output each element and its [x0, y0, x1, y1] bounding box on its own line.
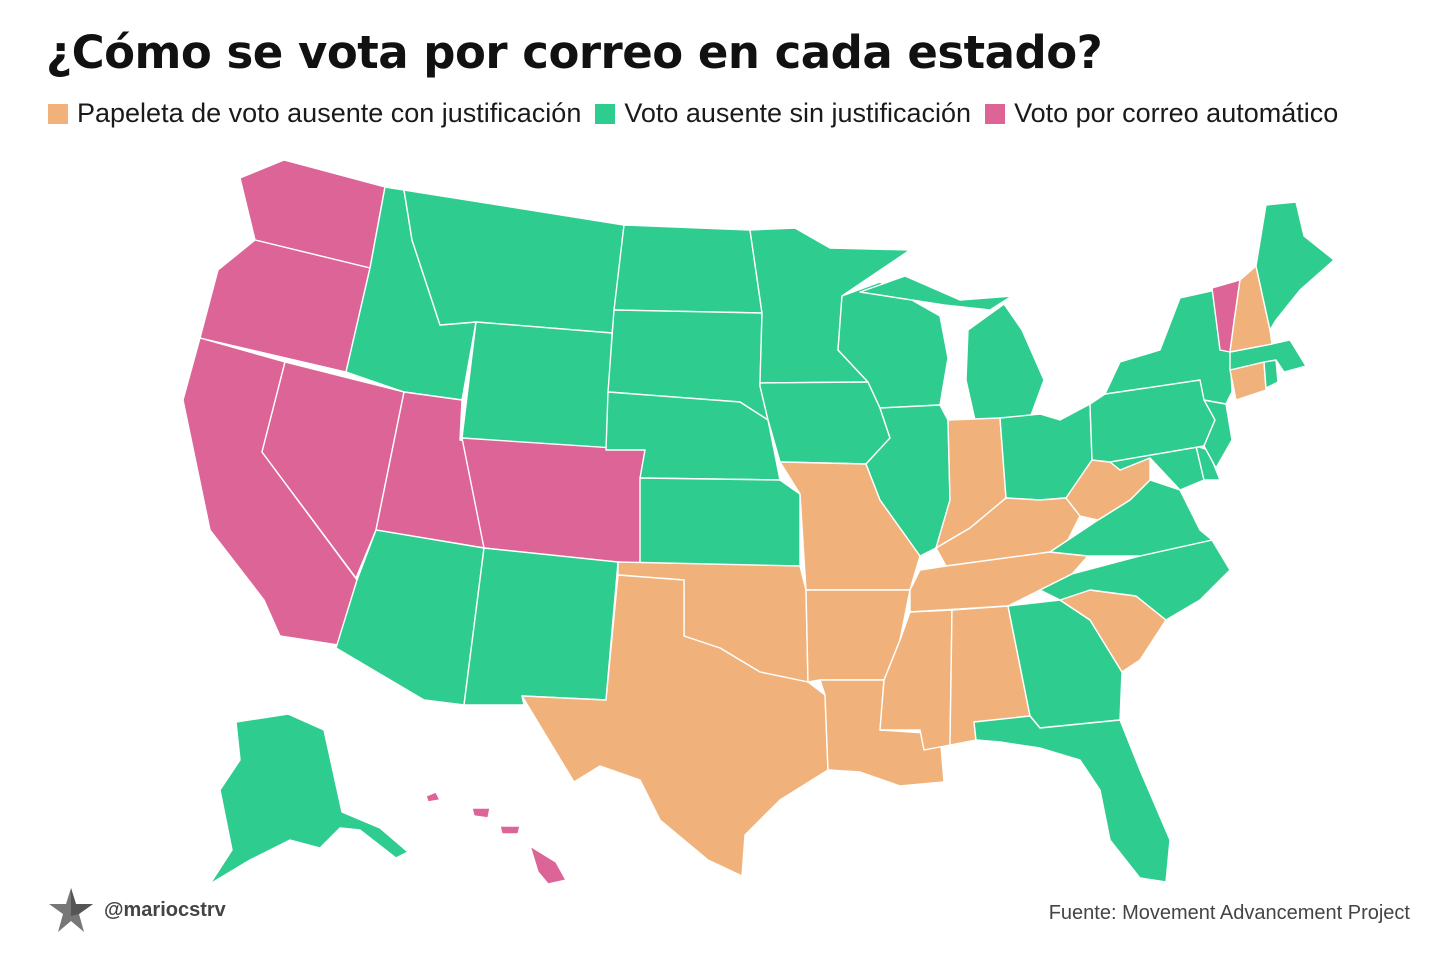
state-mi: [859, 275, 1045, 421]
state-wy: [461, 321, 613, 451]
state-or: [199, 239, 371, 373]
state-nc: [1039, 539, 1231, 621]
legend-label-excuse: Papeleta de voto ausente con justificaci…: [77, 98, 582, 128]
legend-swatch-all-mail: [985, 103, 1006, 124]
legend-swatch-no-excuse: [595, 103, 616, 124]
state-nd: [613, 224, 763, 314]
state-ak: [209, 713, 409, 885]
state-me: [1255, 201, 1335, 331]
legend-item-all-mail: Voto por correo automático: [985, 98, 1338, 129]
state-ma: [1229, 339, 1307, 373]
legend-label-no-excuse: Voto ausente sin justificación: [624, 98, 972, 128]
legend-item-no-excuse: Voto ausente sin justificación: [595, 98, 971, 129]
author-handle: @mariocstrv: [48, 886, 226, 934]
state-hi: [425, 791, 567, 885]
source-note: Fuente: Movement Advancement Project: [1048, 902, 1410, 924]
state-ri: [1263, 359, 1279, 389]
state-nv: [261, 361, 405, 579]
state-ia: [759, 381, 891, 465]
state-co: [461, 437, 646, 566]
state-de: [1195, 445, 1221, 481]
state-nm: [463, 547, 619, 706]
legend-item-excuse: Papeleta de voto ausente con justificaci…: [48, 98, 581, 129]
state-fl: [973, 715, 1171, 883]
legend-label-all-mail: Voto por correo automático: [1014, 98, 1339, 128]
page-title: ¿Cómo se vota por correo en cada estado?: [46, 26, 1103, 79]
author-handle-text: @mariocstrv: [104, 898, 226, 921]
legend-swatch-excuse: [48, 103, 68, 124]
state-il: [865, 404, 951, 557]
state-mt: [403, 189, 625, 334]
legend: Papeleta de voto ausente con justificaci…: [48, 98, 1352, 129]
state-tx: [521, 574, 829, 877]
star-logo-icon: [49, 888, 93, 932]
state-ks: [639, 477, 801, 567]
